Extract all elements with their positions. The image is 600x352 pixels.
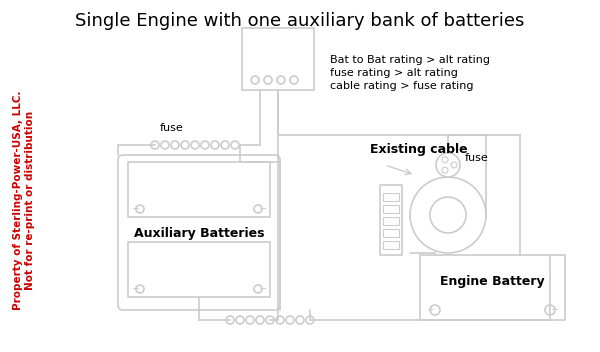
Text: +: +: [131, 204, 139, 214]
Bar: [420, 255, 565, 320]
Bar: [380, 185, 402, 255]
Bar: [242, 28, 314, 90]
Bar: [383, 205, 399, 213]
Text: −: −: [551, 305, 559, 315]
Text: Property of Sterling-Power-USA, LLC.: Property of Sterling-Power-USA, LLC.: [13, 90, 23, 310]
Bar: [383, 241, 399, 249]
Bar: [383, 217, 399, 225]
Text: Existing cable: Existing cable: [370, 144, 467, 157]
Text: fuse: fuse: [465, 153, 489, 163]
Text: Auxiliary Batteries: Auxiliary Batteries: [134, 227, 264, 240]
Text: +: +: [426, 305, 434, 315]
Bar: [383, 229, 399, 237]
Bar: [383, 193, 399, 201]
Bar: [128, 242, 270, 297]
Bar: [128, 162, 270, 217]
Text: Engine Battery: Engine Battery: [440, 275, 544, 288]
Text: Not for re-print or distribution: Not for re-print or distribution: [25, 111, 35, 290]
Text: Bat to Bat rating > alt rating: Bat to Bat rating > alt rating: [330, 55, 490, 65]
Text: cable rating > fuse rating: cable rating > fuse rating: [330, 81, 473, 91]
Text: Single Engine with one auxiliary bank of batteries: Single Engine with one auxiliary bank of…: [76, 12, 524, 30]
Text: +: +: [131, 284, 139, 294]
Text: −: −: [259, 284, 267, 294]
Text: fuse: fuse: [160, 123, 184, 133]
Text: −: −: [259, 204, 267, 214]
Text: fuse rating > alt rating: fuse rating > alt rating: [330, 68, 458, 78]
